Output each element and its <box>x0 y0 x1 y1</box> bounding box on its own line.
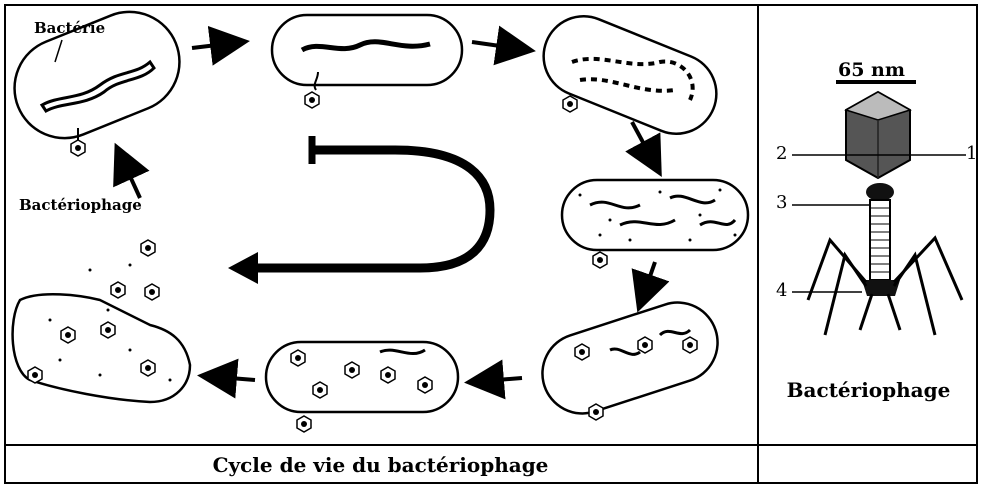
panel-divider <box>757 4 759 484</box>
bacteriophage-detail <box>792 80 966 336</box>
bacteriophage-label: Bactériophage <box>19 196 142 214</box>
scale-label: 65 nm <box>838 59 905 81</box>
caption-divider <box>4 444 978 446</box>
marker-2: 2 <box>776 143 788 164</box>
stage-4-synthesis <box>560 178 750 269</box>
figure-caption: Cycle de vie du bactériophage <box>212 453 549 477</box>
stage-1-attachment <box>13 10 181 157</box>
marker-3: 3 <box>776 192 788 213</box>
marker-1: 1 <box>966 143 978 164</box>
bacterie-label: Bactérie <box>34 19 106 37</box>
stage-5-assembly <box>541 301 719 421</box>
stage-3-replication <box>542 15 718 135</box>
bacteriophage-title: Bactériophage <box>786 378 951 402</box>
stage-7-lysis <box>11 239 192 404</box>
marker-4: 4 <box>776 280 788 301</box>
stage-6-maturation <box>264 340 460 433</box>
stage-2-injection <box>270 13 464 109</box>
central-return-arrow <box>245 145 495 273</box>
figure-frame <box>4 4 978 484</box>
